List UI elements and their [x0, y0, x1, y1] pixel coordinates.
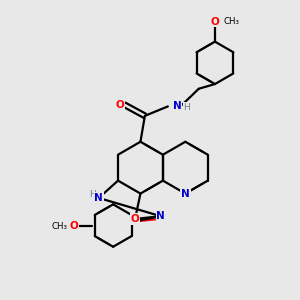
Text: O: O — [211, 16, 219, 27]
Text: O: O — [116, 100, 124, 110]
Text: N: N — [173, 101, 182, 111]
Text: CH₃: CH₃ — [223, 17, 239, 26]
Text: N: N — [181, 189, 190, 199]
Text: N: N — [94, 193, 103, 203]
Text: H: H — [184, 103, 190, 112]
Text: H: H — [89, 190, 96, 199]
Text: O: O — [69, 220, 78, 230]
Text: CH₃: CH₃ — [52, 222, 68, 231]
Text: O: O — [131, 214, 140, 224]
Text: N: N — [157, 211, 165, 221]
